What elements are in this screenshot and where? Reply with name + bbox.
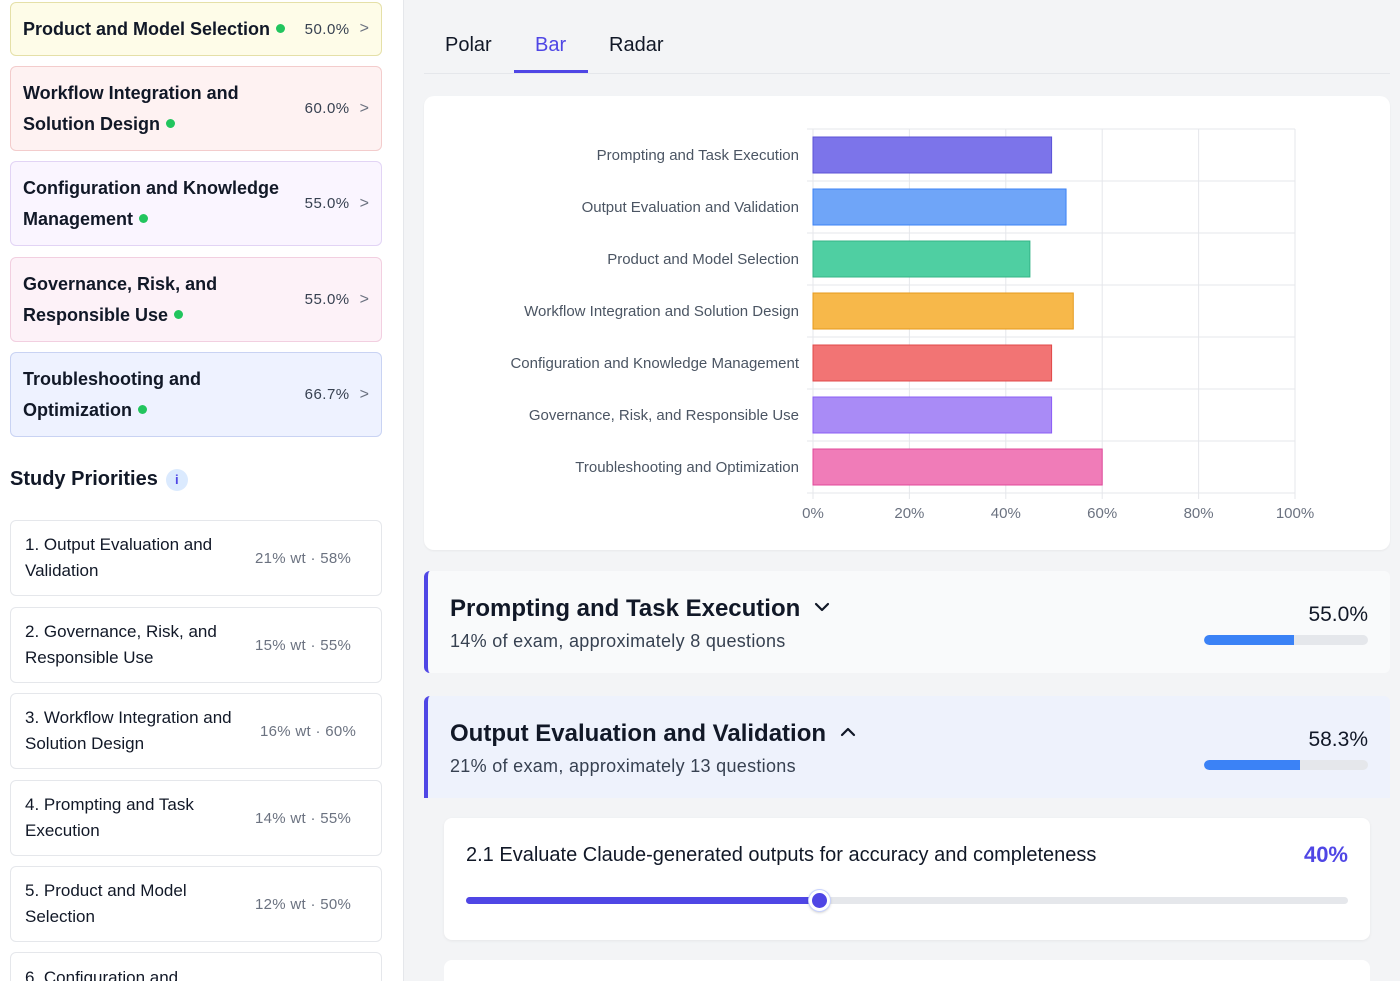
bar <box>812 344 1053 382</box>
priority-meta: 21% wt · 58% <box>255 549 352 567</box>
priority-meta: 12% wt · 50% <box>255 895 352 913</box>
status-dot <box>138 405 147 415</box>
domain-percent: 66.7% <box>304 386 350 403</box>
chevron-right-icon: > <box>359 290 369 308</box>
bar <box>812 292 1074 330</box>
section-progress-fill <box>1204 635 1295 645</box>
domain-card-troubleshooting[interactable]: Troubleshooting and Optimization 66.7% > <box>10 352 382 437</box>
domain-name: Troubleshooting and Optimization <box>23 368 201 420</box>
chart-tabs: Polar Bar Radar <box>424 0 1390 74</box>
section-percent: 58.3% <box>1308 728 1368 751</box>
priority-meta: 16% wt · 60% <box>260 722 357 740</box>
priority-name: 4. Prompting and Task Execution <box>25 795 194 840</box>
domain-card-configuration-knowledge[interactable]: Configuration and Knowledge Management 5… <box>10 161 382 246</box>
active-tab-indicator <box>514 70 588 73</box>
priority-name: 5. Product and Model Selection <box>25 881 187 926</box>
subtopic-slider[interactable] <box>466 890 1348 911</box>
slider-thumb[interactable] <box>808 890 830 911</box>
x-tick-label: 40% <box>991 505 1021 522</box>
domain-name: Workflow Integration and Solution Design <box>23 82 239 134</box>
status-dot <box>139 214 149 224</box>
status-dot <box>166 119 175 129</box>
category-label: Governance, Risk, and Responsible Use <box>529 407 799 424</box>
chevron-right-icon: > <box>359 20 369 37</box>
section-progress-bar <box>1204 635 1368 645</box>
subtopic-value: 40% <box>1303 842 1348 867</box>
priority-item[interactable]: 1. Output Evaluation and Validation 21% … <box>10 520 382 596</box>
priority-name: 6. Configuration and <box>25 968 179 981</box>
subtopic-title: 2.1 Evaluate Claude-generated outputs fo… <box>466 844 1097 866</box>
section-subtitle: 21% of exam, approximately 13 questions <box>450 756 796 776</box>
status-dot <box>276 24 286 34</box>
domain-name: Configuration and Knowledge Management <box>23 177 279 229</box>
priority-item[interactable]: 6. Configuration and <box>10 952 382 981</box>
chevron-down-icon[interactable] <box>814 602 830 612</box>
subtopic-card: 2.1 Evaluate Claude-generated outputs fo… <box>444 818 1370 940</box>
chevron-right-icon: > <box>359 99 369 117</box>
bar-chart-card: 0% 20% 40% 60% 80% 100% Prompting and Task Exe… <box>424 96 1390 550</box>
tab-radar[interactable]: Radar <box>609 34 664 56</box>
category-label: Product and Model Selection <box>607 251 799 268</box>
bar <box>812 240 1031 278</box>
section-prompting-task-execution[interactable]: Prompting and Task Execution 14% of exam… <box>424 571 1390 673</box>
section-title: Prompting and Task Execution <box>450 595 801 622</box>
section-title: Output Evaluation and Validation <box>450 720 827 747</box>
priority-item[interactable]: 3. Workflow Integration and Solution Des… <box>10 693 382 769</box>
bar <box>812 448 1103 486</box>
bar <box>812 188 1067 226</box>
priority-meta: 14% wt · 55% <box>255 809 352 827</box>
bar <box>812 136 1053 174</box>
domain-card-governance-risk[interactable]: Governance, Risk, and Responsible Use 55… <box>10 257 382 342</box>
subtopic-card-next <box>444 960 1370 981</box>
chevron-up-icon[interactable] <box>840 727 856 737</box>
chevron-right-icon: > <box>359 194 369 212</box>
slider-fill <box>466 897 819 904</box>
x-tick-label: 60% <box>1087 505 1117 522</box>
status-dot <box>174 310 184 320</box>
tab-bar[interactable]: Bar <box>535 34 567 56</box>
category-label: Configuration and Knowledge Management <box>510 355 799 372</box>
priority-name: 2. Governance, Risk, and Responsible Use <box>25 622 217 667</box>
priority-item[interactable]: 2. Governance, Risk, and Responsible Use… <box>10 607 382 683</box>
domain-name: Product and Model Selection <box>23 18 271 39</box>
priority-item[interactable]: 4. Prompting and Task Execution 14% wt ·… <box>10 780 382 856</box>
domain-percent: 55.0% <box>304 291 350 308</box>
section-progress-bar <box>1204 760 1368 770</box>
section-progress-fill <box>1204 760 1300 770</box>
sidebar: Product and Model Selection 50.0% > Work… <box>0 0 404 981</box>
priority-item[interactable]: 5. Product and Model Selection 12% wt · … <box>10 866 382 942</box>
tab-polar[interactable]: Polar <box>445 34 492 56</box>
info-icon[interactable]: i <box>165 468 188 491</box>
priority-name: 1. Output Evaluation and Validation <box>25 535 213 580</box>
x-tick-label: 100% <box>1276 505 1314 522</box>
priority-name: 3. Workflow Integration and Solution Des… <box>25 708 232 753</box>
study-priorities-heading: Study Priorities i <box>10 468 188 491</box>
x-tick-label: 0% <box>802 505 824 522</box>
section-percent: 55.0% <box>1308 603 1368 626</box>
section-subtitle: 14% of exam, approximately 8 questions <box>450 631 786 651</box>
category-label: Workflow Integration and Solution Design <box>524 303 799 320</box>
study-priorities-title: Study Priorities <box>10 468 158 490</box>
domain-percent: 50.0% <box>304 20 350 38</box>
domain-percent: 60.0% <box>304 100 350 117</box>
x-tick-label: 20% <box>894 505 924 522</box>
domain-percent: 55.0% <box>304 195 350 212</box>
section-output-evaluation-validation[interactable]: Output Evaluation and Validation 21% of … <box>424 696 1390 798</box>
bar-chart: 0% 20% 40% 60% 80% 100% Prompting and Task Exe… <box>510 128 1314 522</box>
chevron-right-icon: > <box>359 385 369 403</box>
domain-card-workflow-integration[interactable]: Workflow Integration and Solution Design… <box>10 66 382 151</box>
bar <box>812 396 1053 434</box>
priority-meta: 15% wt · 55% <box>255 636 352 654</box>
category-label: Output Evaluation and Validation <box>582 199 799 216</box>
category-label: Prompting and Task Execution <box>597 147 799 164</box>
category-label: Troubleshooting and Optimization <box>575 459 799 476</box>
x-tick-label: 80% <box>1184 505 1214 522</box>
domain-name: Governance, Risk, and Responsible Use <box>23 273 218 325</box>
domain-card-product-model-selection[interactable]: Product and Model Selection 50.0% > <box>10 2 382 56</box>
